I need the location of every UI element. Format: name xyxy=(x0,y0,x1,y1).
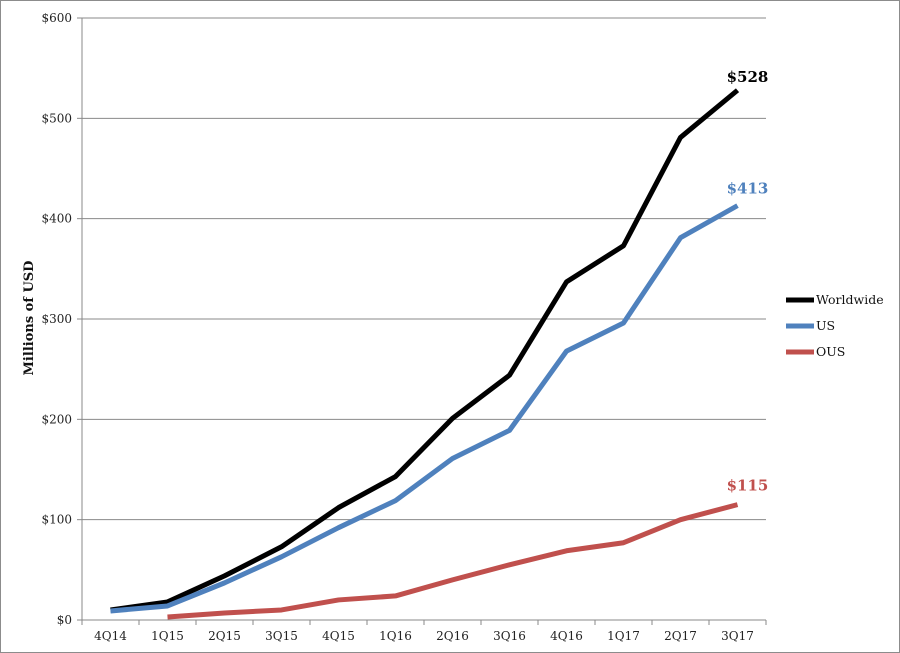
x-tick-label: 3Q15 xyxy=(265,629,298,643)
legend: Worldwide US OUS xyxy=(786,292,884,359)
legend-label: US xyxy=(816,318,835,333)
x-tick-label: 3Q16 xyxy=(493,629,526,643)
y-axis-label: Millions of USD xyxy=(22,261,37,376)
series-line-us xyxy=(110,203,739,614)
x-tick-label: 1Q16 xyxy=(379,629,412,643)
y-tick-label: $500 xyxy=(41,111,72,125)
end-label-ous: $115 xyxy=(727,477,769,495)
y-tick-label: $300 xyxy=(41,312,72,326)
x-tick-label: 4Q15 xyxy=(322,629,355,643)
x-tick-label: 2Q16 xyxy=(436,629,469,643)
end-label-us: $413 xyxy=(727,180,769,198)
legend-label: Worldwide xyxy=(816,292,884,307)
x-tick-label: 1Q15 xyxy=(151,629,184,643)
x-tick-label: 2Q15 xyxy=(208,629,241,643)
gridlines xyxy=(77,17,766,621)
end-labels: $528 $413 $115 xyxy=(727,68,769,494)
x-tick-label: 2Q17 xyxy=(664,629,697,643)
y-tick-label: $600 xyxy=(41,11,72,25)
x-tick-label: 4Q16 xyxy=(550,629,583,643)
y-tick-labels: $0 $100 $200 $300 $400 $500 $600 xyxy=(41,11,72,627)
y-tick-label: $200 xyxy=(41,412,72,426)
series-line-worldwide xyxy=(110,88,740,613)
x-tick-label: 4Q14 xyxy=(94,629,127,643)
y-tick-label: $400 xyxy=(41,212,72,226)
end-label-worldwide: $528 xyxy=(727,68,769,86)
y-tick-label: $100 xyxy=(41,513,72,527)
x-tick-labels: 4Q14 1Q15 2Q15 3Q15 4Q15 1Q16 2Q16 3Q16 4Q16 1Q17… xyxy=(94,629,754,643)
y-tick-label: $0 xyxy=(57,613,72,627)
legend-label: OUS xyxy=(816,344,845,359)
x-tick-label: 3Q17 xyxy=(721,629,754,643)
axes xyxy=(81,18,767,625)
series-lines xyxy=(110,88,740,620)
x-tick-label: 1Q17 xyxy=(607,629,640,643)
